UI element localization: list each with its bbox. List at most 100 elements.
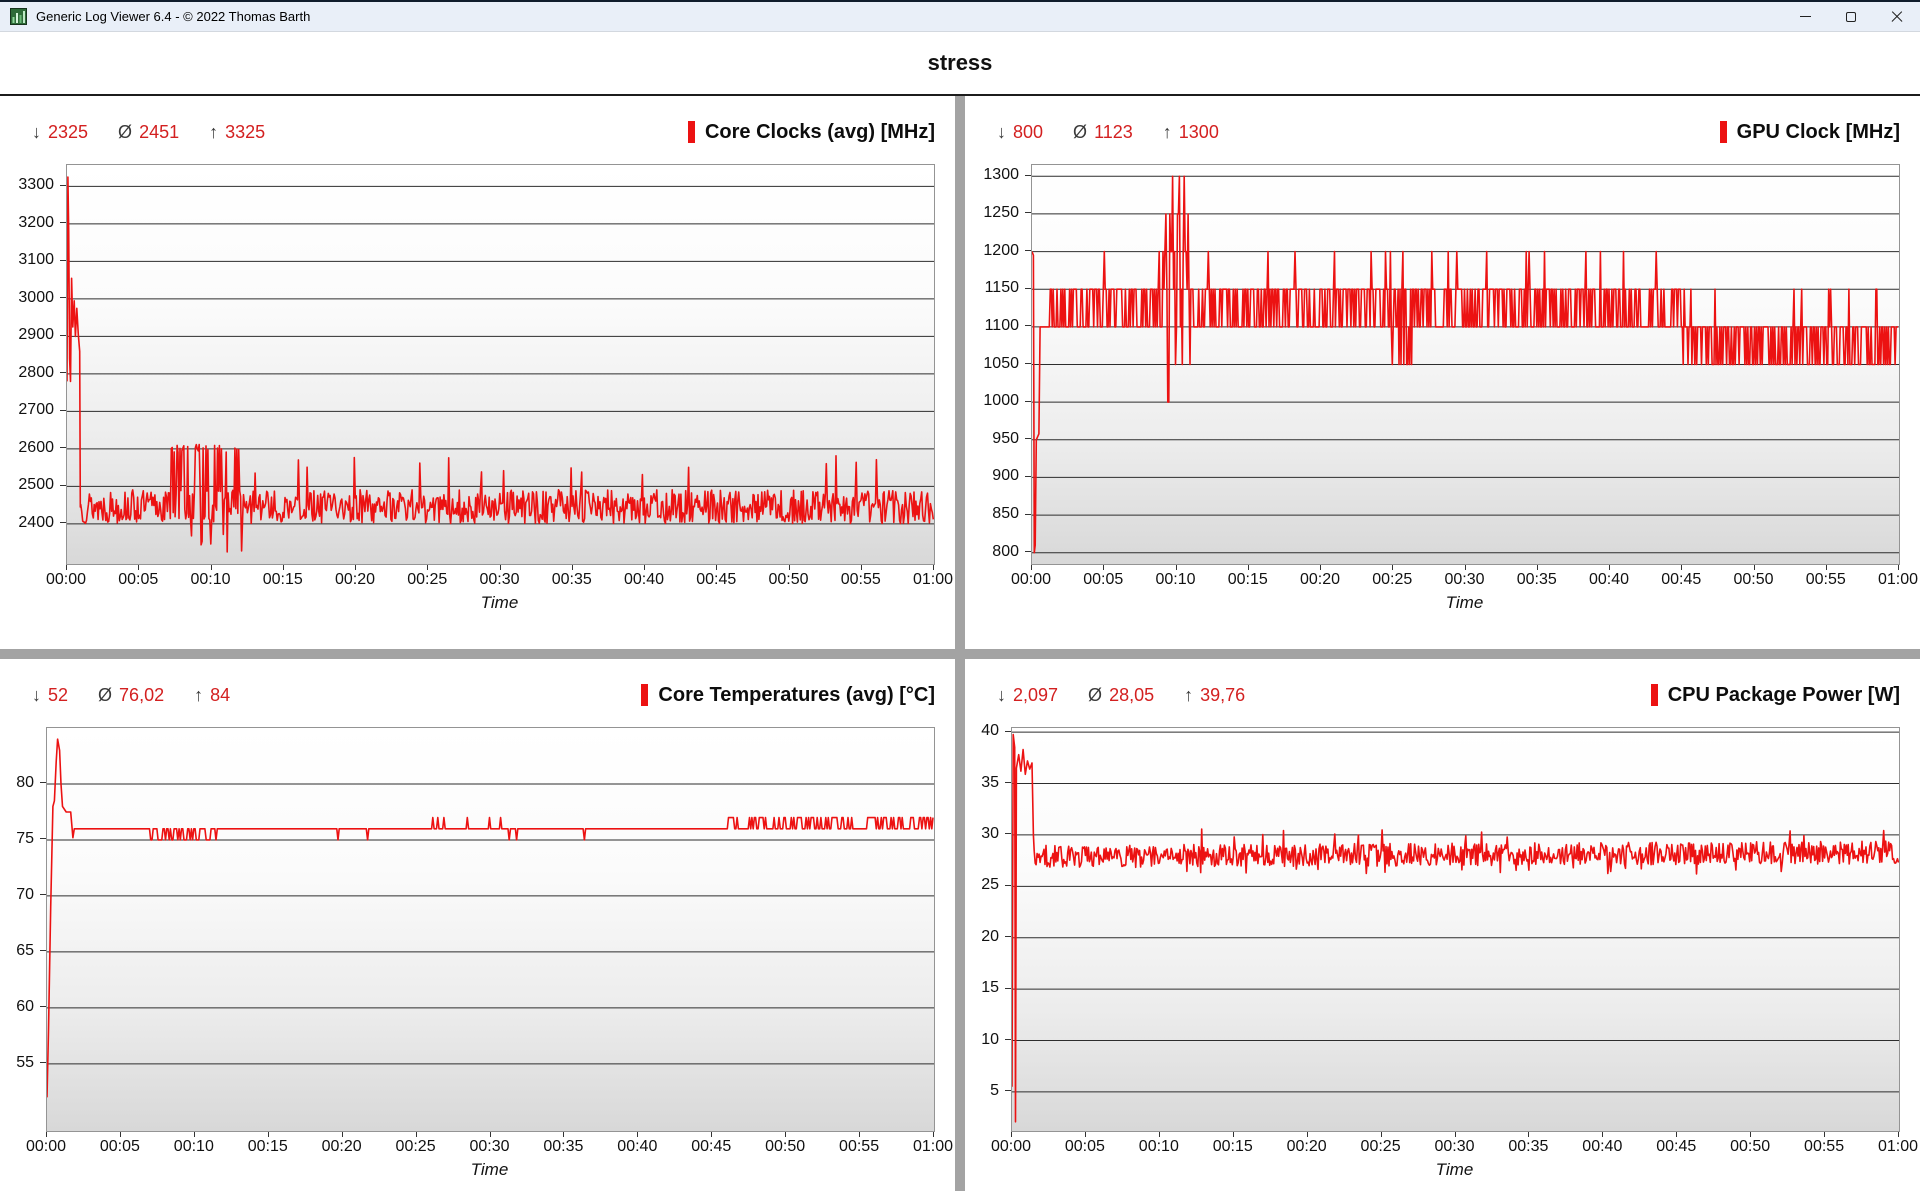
x-tick-label: 00:10 (1138, 1138, 1179, 1155)
y-tick-label: 850 (992, 505, 1019, 523)
y-tick-mark (1025, 287, 1031, 289)
close-button[interactable] (1874, 2, 1920, 31)
y-tick-mark (1005, 936, 1011, 938)
x-tick-label: 00:40 (623, 571, 665, 588)
x-tick-mark (1247, 565, 1249, 570)
avg-icon: Ø (118, 121, 133, 142)
x-axis-title: Time (1435, 1160, 1474, 1179)
y-tick-label: 80 (16, 773, 34, 791)
y-tick-label: 2800 (18, 363, 54, 381)
x-axis-title: Time (470, 1160, 509, 1179)
x-tick-mark (282, 565, 284, 570)
x-tick-label: 01:00 (1877, 571, 1919, 588)
x-tick-mark (1676, 1132, 1678, 1137)
y-tick-label: 60 (16, 997, 34, 1015)
y-tick-mark (40, 838, 46, 840)
x-tick-label: 00:45 (1656, 1138, 1697, 1155)
legend-color-bar (687, 121, 695, 143)
y-tick-label: 3300 (18, 176, 54, 194)
x-tick-mark (1175, 565, 1177, 570)
x-tick-label: 00:00 (45, 571, 87, 588)
x-tick-label: 00:55 (840, 571, 881, 588)
y-tick-label: 800 (992, 542, 1019, 560)
x-tick-label: 00:55 (1805, 571, 1846, 588)
x-tick-mark (1825, 565, 1827, 570)
x-tick-label: 00:45 (691, 1138, 732, 1155)
x-axis-title: Time (1445, 593, 1484, 612)
x-tick-mark (267, 1132, 269, 1137)
legend-color-bar (641, 684, 649, 706)
x-tick-label: 00:40 (1582, 1138, 1623, 1155)
x-tick-mark (1750, 1132, 1752, 1137)
y-axis: 2400 2500 2600 2700 2800 2900 3000 3100 3200 3300 (0, 164, 66, 565)
chart-stats: ↓ 2,097 Ø 28,05 ↑ 39,76 (997, 685, 1245, 706)
stat-max: 84 (210, 684, 231, 705)
y-tick-mark (1025, 551, 1031, 553)
x-tick-mark (1898, 565, 1899, 570)
stat-min: 2,097 (1013, 684, 1059, 705)
x-tick-mark (1380, 1132, 1382, 1137)
maximize-icon (1846, 11, 1856, 22)
x-tick-label: 00:15 (1227, 571, 1268, 588)
stat-min: 2325 (48, 121, 89, 142)
x-tick-mark (210, 565, 212, 570)
chart-legend: Core Temperatures (avg) [°C] (641, 684, 935, 707)
x-tick-mark (785, 1132, 787, 1137)
plot-area[interactable] (1031, 164, 1900, 565)
min-arrow-icon: ↓ (32, 121, 41, 142)
x-tick-mark (1103, 565, 1105, 570)
x-tick-mark (711, 1132, 713, 1137)
y-tick-label: 65 (16, 941, 34, 959)
stat-min: 52 (48, 684, 69, 705)
stat-max: 1300 (1178, 121, 1219, 142)
x-tick-mark (66, 565, 67, 570)
x-tick-label: 00:55 (1804, 1138, 1845, 1155)
maximize-button[interactable] (1828, 2, 1874, 31)
x-tick-label: 00:35 (1516, 571, 1557, 588)
x-tick-mark (1528, 1132, 1530, 1137)
plot-area[interactable] (1011, 727, 1900, 1132)
y-tick-mark (1005, 1039, 1011, 1041)
x-tick-label: 00:10 (1155, 571, 1196, 588)
x-tick-mark (499, 565, 501, 570)
x-tick-mark (427, 565, 429, 570)
x-tick-label: 00:10 (173, 1138, 214, 1155)
chart-panel-gpu-clock: ↓ 800 Ø 1123 ↑ 1300 GPU Clock [MHz] 800 850 9… (965, 96, 1920, 649)
y-tick-mark (1005, 884, 1011, 886)
x-tick-mark (1011, 1132, 1012, 1137)
y-tick-label: 1200 (983, 241, 1019, 259)
y-tick-mark (60, 372, 66, 374)
y-tick-mark (40, 782, 46, 784)
max-arrow-icon: ↑ (1162, 121, 1172, 142)
x-tick-label: 00:00 (1010, 571, 1052, 588)
app-icon (10, 8, 27, 25)
x-tick-label: 00:05 (118, 571, 159, 588)
x-tick-mark (1681, 565, 1683, 570)
max-arrow-icon: ↑ (194, 684, 204, 705)
plot-area[interactable] (46, 727, 935, 1132)
stat-avg: 1123 (1094, 121, 1133, 142)
close-icon (1891, 11, 1903, 23)
x-tick-mark (138, 565, 140, 570)
x-tick-mark (355, 565, 356, 570)
x-tick-mark (1898, 1132, 1899, 1137)
legend-label: Core Clocks (avg) [MHz] (704, 120, 935, 143)
y-tick-label: 75 (16, 829, 34, 847)
y-tick-label: 15 (981, 979, 999, 997)
y-tick-label: 2700 (18, 401, 54, 419)
y-tick-label: 40 (981, 722, 999, 740)
x-tick-mark (119, 1132, 121, 1137)
x-axis: 00:00 00:05 00:10 00:15 00:20 00:25 00:30 00:35… (46, 565, 953, 592)
x-axis: 00:00 00:05 00:10 00:15 00:20 00:25 00:30 00:35… (26, 1132, 953, 1159)
y-tick-label: 2500 (18, 476, 54, 494)
y-tick-mark (40, 894, 46, 896)
x-tick-mark (1602, 1132, 1604, 1137)
x-tick-mark (571, 565, 573, 570)
x-tick-mark (46, 1132, 47, 1137)
y-tick-label: 2900 (18, 326, 54, 344)
stat-avg: 2451 (139, 121, 180, 142)
min-arrow-icon: ↓ (997, 684, 1006, 705)
minimize-button[interactable] (1782, 2, 1828, 31)
plot-area[interactable] (66, 164, 935, 565)
stat-max: 3325 (225, 121, 266, 142)
